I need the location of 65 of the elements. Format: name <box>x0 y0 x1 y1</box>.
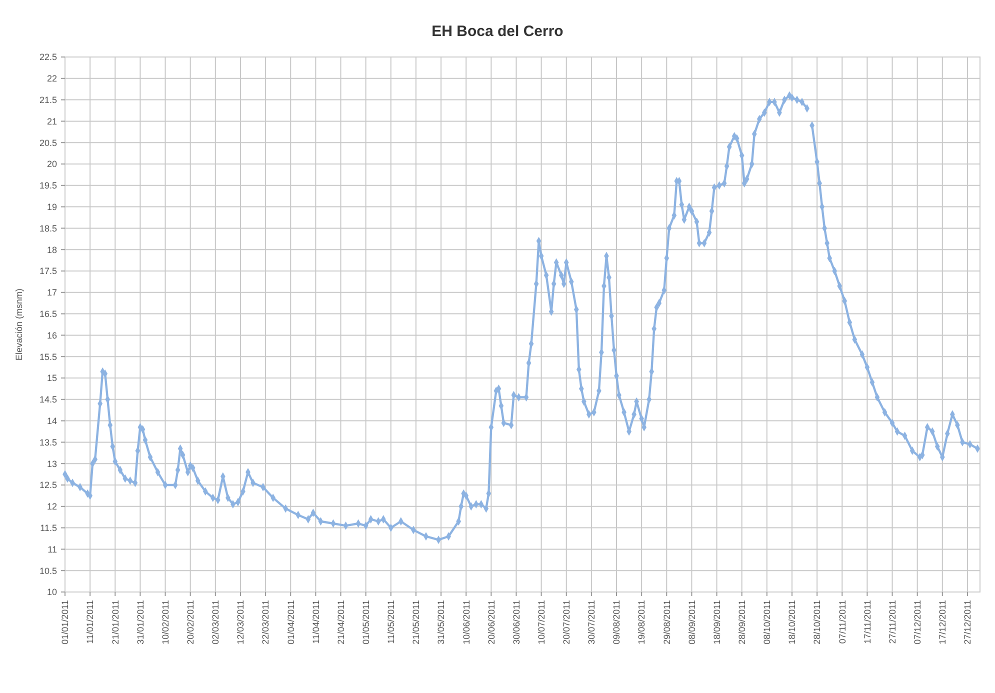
x-tick-label: 30/06/2011 <box>511 600 522 644</box>
x-tick-label: 29/08/2011 <box>662 600 672 644</box>
y-tick-label: 10 <box>46 587 57 598</box>
x-tick-label: 21/01/2011 <box>110 600 120 644</box>
x-tick-label: 18/10/2011 <box>787 600 798 644</box>
x-tick-label: 07/11/2011 <box>837 600 848 644</box>
y-tick-label: 19 <box>46 202 57 212</box>
x-tick-label: 30/07/2011 <box>586 600 597 644</box>
y-tick-label: 22.5 <box>39 52 57 62</box>
x-tick-label: 19/08/2011 <box>636 600 647 644</box>
x-tick-label: 01/01/2011 <box>60 600 70 644</box>
y-tick-label: 13.5 <box>39 437 57 448</box>
y-tick-label: 11.5 <box>40 522 57 533</box>
x-tick-label: 08/10/2011 <box>762 600 772 644</box>
y-tick-label: 18 <box>46 244 57 255</box>
y-tick-label: 13 <box>46 458 57 469</box>
x-tick-label: 20/06/2011 <box>486 600 496 644</box>
x-tick-label: 27/12/2011 <box>962 600 973 644</box>
y-tick-label: 17.5 <box>39 266 57 276</box>
x-tick-label: 09/08/2011 <box>612 600 622 644</box>
y-tick-label: 10.5 <box>39 566 57 576</box>
x-tick-label: 01/05/2011 <box>360 600 371 644</box>
y-tick-label: 20 <box>46 159 57 170</box>
y-tick-label: 15 <box>46 373 57 384</box>
y-tick-label: 19.5 <box>39 180 57 191</box>
y-tick-label: 12 <box>46 502 57 512</box>
x-tick-label: 21/04/2011 <box>336 600 346 644</box>
x-tick-label: 10/07/2011 <box>536 600 546 644</box>
x-tick-label: 12/03/2011 <box>236 600 246 644</box>
y-tick-label: 21.5 <box>39 94 57 105</box>
x-tick-label: 10/02/2011 <box>160 600 170 644</box>
y-tick-label: 20.5 <box>39 138 57 148</box>
y-tick-label: 16.5 <box>39 308 57 319</box>
x-tick-label: 22/03/2011 <box>260 600 271 644</box>
x-tick-label: 01/04/2011 <box>286 600 296 644</box>
x-tick-label: 31/05/2011 <box>436 600 446 644</box>
x-tick-label: 21/05/2011 <box>411 600 422 644</box>
x-tick-label: 02/03/2011 <box>210 600 221 644</box>
y-tick-label: 21 <box>46 116 57 126</box>
x-tick-label: 18/09/2011 <box>712 600 722 644</box>
x-tick-label: 07/12/2011 <box>912 600 922 644</box>
y-tick-label: 12.5 <box>39 480 57 490</box>
y-tick-label: 17 <box>46 288 57 298</box>
y-tick-label: 14.5 <box>39 394 57 405</box>
y-tick-label: 14 <box>46 416 57 426</box>
y-tick-label: 11 <box>48 544 57 554</box>
x-tick-label: 11/01/2011 <box>85 600 96 644</box>
chart-title: EH Boca del Cerro <box>432 23 564 40</box>
x-tick-label: 28/10/2011 <box>812 600 822 644</box>
x-tick-label: 31/01/2011 <box>135 600 146 644</box>
x-tick-label: 08/09/2011 <box>686 600 697 644</box>
y-tick-label: 22 <box>46 74 57 84</box>
x-tick-label: 11/04/2011 <box>310 600 321 644</box>
x-tick-label: 10/06/2011 <box>461 600 472 644</box>
y-axis-title: Elevación (msnm) <box>14 288 24 361</box>
x-tick-label: 17/11/2011 <box>862 600 872 644</box>
x-tick-label: 11/05/2011 <box>386 600 396 644</box>
x-tick-label: 17/12/2011 <box>938 600 948 644</box>
x-tick-label: 28/09/2011 <box>737 600 747 644</box>
x-tick-label: 20/02/2011 <box>185 600 196 644</box>
x-tick-label: 27/11/2011 <box>887 600 898 644</box>
y-tick-label: 15.5 <box>39 352 57 362</box>
x-tick-label: 20/07/2011 <box>562 600 572 644</box>
y-tick-label: 16 <box>46 330 57 340</box>
y-tick-label: 18.5 <box>39 223 57 234</box>
